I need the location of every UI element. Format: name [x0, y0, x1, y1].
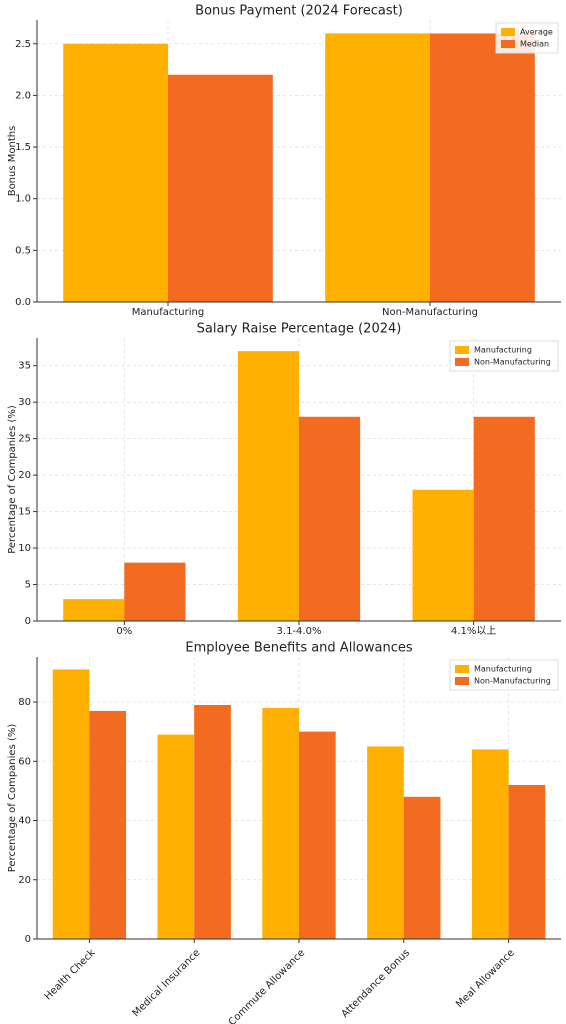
bar [473, 416, 535, 621]
legend-label: Non-Manufacturing [474, 677, 551, 686]
x-tick-label: Medical Insurance [131, 947, 203, 1019]
y-tick-label: 15 [18, 507, 31, 518]
y-tick-label: 2.5 [15, 39, 31, 50]
y-tick-label: 40 [18, 816, 31, 827]
y-tick-label: 20 [18, 875, 31, 886]
x-tick-label: Meal Allowance [454, 947, 517, 1010]
legend-label: Non-Manufacturing [474, 358, 551, 367]
bar [168, 74, 273, 302]
legend-label: Manufacturing [474, 665, 532, 674]
y-tick-label: 0 [25, 616, 31, 627]
y-tick-label: 0 [25, 934, 31, 945]
legend-label: Average [520, 28, 553, 37]
y-tick-label: 5 [25, 580, 31, 591]
y-tick-label: 20 [18, 470, 31, 481]
y-tick-label: 2.0 [15, 90, 31, 101]
bar [52, 669, 90, 939]
x-tick-label: Health Check [43, 947, 98, 1002]
y-tick-label: 80 [18, 697, 31, 708]
bar [430, 33, 535, 303]
x-tick-label: Non-Manufacturing [382, 307, 478, 318]
y-tick-label: 0.0 [15, 297, 31, 308]
legend-swatch [501, 40, 515, 48]
x-tick-label: 0% [116, 626, 132, 637]
bar [508, 784, 546, 939]
bar [412, 489, 474, 621]
bar [367, 746, 404, 939]
bar [325, 33, 430, 303]
x-tick-label: Manufacturing [132, 307, 204, 318]
legend-swatch [455, 677, 469, 685]
y-axis-label: Percentage of Companies (%) [7, 405, 18, 554]
bar [299, 416, 361, 621]
legend-label: Median [520, 40, 549, 49]
bar [124, 562, 186, 621]
bar [237, 351, 299, 621]
y-tick-label: 25 [18, 434, 31, 445]
bar [157, 734, 195, 939]
x-tick-label: 4.1%以上 [451, 625, 496, 637]
bar [471, 749, 509, 939]
x-tick-label: Attendance Bonus [340, 947, 412, 1019]
x-tick-label: Commute Allowance [227, 947, 308, 1024]
bar [194, 704, 231, 939]
y-tick-label: 35 [18, 361, 31, 372]
y-axis-label: Percentage of Companies (%) [7, 724, 18, 873]
legend-label: Manufacturing [474, 346, 532, 355]
y-axis-label: Bonus Months [7, 126, 18, 197]
bar [262, 707, 299, 939]
chart-title: Bonus Payment (2024 Forecast) [195, 4, 403, 19]
bar [63, 43, 169, 303]
chart-title: Salary Raise Percentage (2024) [197, 322, 402, 337]
bar [299, 731, 336, 939]
x-tick-label: 3.1-4.0% [277, 626, 322, 637]
y-tick-label: 30 [18, 397, 31, 408]
y-tick-label: 60 [18, 756, 31, 767]
bar [89, 710, 127, 939]
y-tick-label: 1.5 [15, 142, 31, 153]
chart-title: Employee Benefits and Allowances [185, 641, 413, 656]
y-tick-label: 1.0 [15, 194, 31, 205]
legend-swatch [455, 665, 469, 673]
legend-swatch [455, 358, 469, 366]
y-tick-label: 10 [18, 543, 31, 554]
legend-swatch [501, 28, 515, 36]
bar [403, 796, 441, 939]
bar [63, 599, 125, 621]
legend-swatch [455, 346, 469, 354]
y-tick-label: 0.5 [15, 245, 31, 256]
